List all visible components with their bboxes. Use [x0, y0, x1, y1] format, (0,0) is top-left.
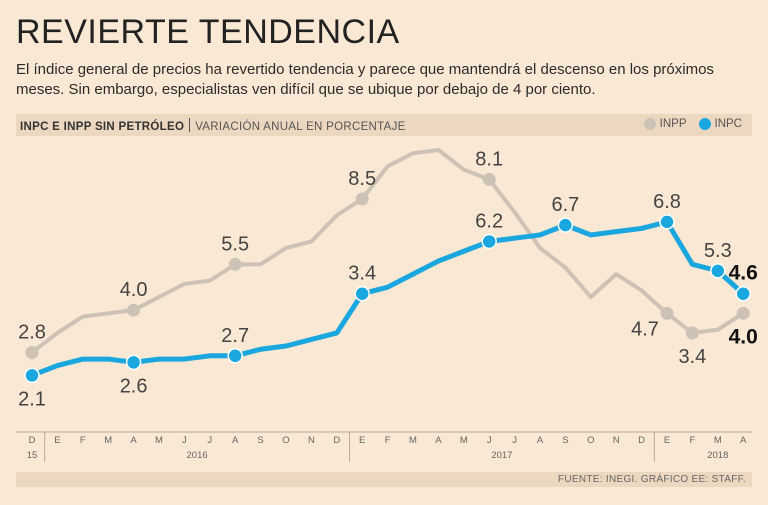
x-tick-label: E — [359, 435, 365, 446]
data-label-inpc: 6.8 — [653, 191, 681, 213]
legend-swatch-inpc — [698, 118, 711, 130]
marker-inpp — [660, 306, 674, 320]
data-label-inpp: 3.4 — [678, 346, 706, 368]
year-label: 2017 — [491, 450, 512, 461]
x-tick-label: D — [29, 435, 36, 446]
legend: INPP INPC — [632, 118, 742, 130]
x-tick-label: O — [282, 435, 289, 446]
marker-inpc — [557, 217, 574, 233]
x-tick-label: F — [80, 435, 86, 446]
marker-inpc — [659, 214, 675, 230]
x-tick-label: O — [587, 435, 594, 446]
data-label-inpc: 5.3 — [704, 240, 732, 262]
data-label-inpc: 6.7 — [551, 194, 579, 216]
data-label-inpp: 5.5 — [221, 233, 249, 255]
series-line-inpc — [29, 219, 746, 378]
data-label-inpc: 2.6 — [120, 375, 148, 397]
data-label-inpp: 8.1 — [475, 148, 503, 170]
x-tick-label: A — [435, 435, 442, 446]
x-tick-label: F — [385, 435, 391, 446]
x-tick-label: F — [689, 435, 695, 446]
x-tick-label: M — [104, 435, 112, 446]
x-tick-label: J — [512, 435, 517, 446]
chart-header-title-wrap: INPC E INPP SIN PETRÓLEO VARIACIÓN ANUAL … — [20, 118, 406, 133]
data-label-inpp: 2.8 — [18, 322, 46, 344]
legend-label-inpp: INPP — [659, 118, 687, 130]
chart-title: REVIERTE TENDENCIA — [16, 13, 400, 51]
x-tick-label: A — [740, 435, 747, 446]
marker-inpp — [482, 172, 496, 186]
x-tick-label: M — [409, 435, 417, 446]
marker-inpc — [710, 263, 726, 279]
data-label-inpc: 4.6 — [729, 262, 758, 285]
marker-inpc — [354, 285, 370, 302]
marker-inpc — [735, 285, 751, 302]
x-tick-label: J — [207, 435, 212, 446]
x-tick-label: M — [714, 435, 722, 446]
marker-inpp — [228, 257, 242, 271]
data-label-inpc: 2.7 — [221, 325, 249, 347]
x-tick-label: S — [257, 435, 263, 446]
x-tick-label: A — [537, 435, 544, 446]
series-line-inpp — [30, 148, 746, 355]
x-tick-label: S — [562, 435, 568, 446]
marker-inpp — [736, 306, 750, 320]
marker-inpc — [481, 233, 497, 250]
x-tick-label: A — [130, 435, 137, 446]
chart-subtitle: El índice general de precios ha revertid… — [16, 61, 714, 98]
legend-label-inpc: INPC — [714, 118, 742, 130]
x-tick-label: E — [664, 435, 670, 446]
data-label-inpc: 3.4 — [348, 263, 376, 285]
x-tick-label: A — [232, 435, 239, 446]
data-label-inpc: 6.2 — [475, 210, 503, 232]
marker-inpp — [25, 346, 39, 360]
x-tick-label: J — [182, 435, 187, 446]
year-label: 15 — [27, 450, 38, 461]
footer-bar: FUENTE: INEGI. GRÁFICO EE: STAFF. — [16, 472, 752, 487]
chart-header-subtitle: VARIACIÓN ANUAL EN PORCENTAJE — [195, 121, 406, 133]
x-tick-label: D — [638, 435, 645, 446]
x-tick-label: D — [333, 435, 340, 446]
x-tick-label: N — [308, 435, 315, 446]
x-tick-label: E — [54, 435, 60, 446]
data-label-inpp: 4.0 — [120, 279, 148, 301]
marker-inpc — [227, 348, 243, 364]
legend-swatch-inpp — [643, 118, 656, 130]
x-tick-label: N — [613, 435, 620, 446]
marker-inpp — [685, 326, 699, 340]
data-label-inpp: 4.0 — [729, 325, 758, 348]
x-tick-label: J — [487, 435, 492, 446]
year-label: 2016 — [187, 450, 208, 461]
chart-header-title: INPC E INPP SIN PETRÓLEO — [20, 121, 185, 133]
marker-inpp — [355, 192, 369, 206]
marker-inpp — [127, 303, 141, 317]
marker-inpc — [24, 367, 40, 384]
data-label-inpc: 2.1 — [18, 388, 46, 410]
x-tick-label: M — [155, 435, 163, 446]
year-label: 2018 — [707, 450, 728, 461]
x-tick-label: M — [460, 435, 468, 446]
marker-inpc — [125, 354, 142, 371]
header-separator — [189, 118, 191, 132]
data-label-inpp: 4.7 — [631, 318, 659, 340]
source-note: FUENTE: INEGI. GRÁFICO EE: STAFF. — [557, 474, 746, 485]
data-label-inpp: 8.5 — [348, 168, 376, 190]
chart-header-bar: INPC E INPP SIN PETRÓLEO VARIACIÓN ANUAL … — [16, 114, 752, 136]
